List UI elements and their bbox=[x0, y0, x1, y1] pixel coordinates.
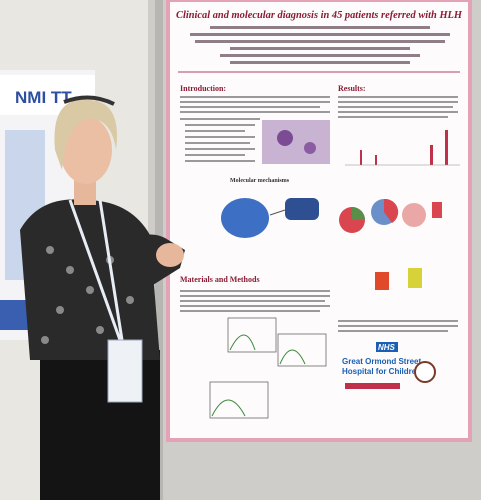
cell bbox=[277, 130, 293, 146]
cell-diagram bbox=[221, 198, 269, 238]
intro-heading: Introduction: bbox=[180, 84, 226, 93]
cell bbox=[304, 142, 316, 154]
patterned-top bbox=[20, 199, 160, 360]
poster-title: Clinical and molecular diagnosis in 45 p… bbox=[176, 9, 462, 21]
flow-curve bbox=[211, 399, 246, 417]
hair bbox=[54, 99, 117, 170]
flow-curve bbox=[279, 349, 306, 365]
side-sign-text: NMI TT bbox=[15, 88, 72, 107]
sunglasses bbox=[63, 95, 115, 106]
arrow bbox=[269, 209, 286, 216]
bar-chip bbox=[432, 202, 442, 218]
micrograph bbox=[262, 120, 330, 164]
pie bbox=[402, 203, 426, 227]
top-pattern bbox=[41, 246, 134, 344]
logo-line: Hospital for Children bbox=[342, 367, 421, 376]
mechanisms-heading: Molecular mechanisms bbox=[230, 178, 290, 184]
badge bbox=[107, 339, 143, 403]
pie-slice bbox=[384, 198, 399, 223]
logo-band bbox=[345, 383, 400, 389]
pie-slice bbox=[352, 207, 365, 220]
stacked-bar bbox=[408, 268, 422, 288]
face bbox=[60, 116, 112, 184]
seal bbox=[414, 361, 436, 383]
results-heading: Results: bbox=[338, 84, 366, 93]
nhs-box bbox=[376, 342, 398, 352]
text-lines bbox=[180, 96, 458, 332]
logo-line: Great Ormond Street bbox=[342, 357, 421, 366]
result-bars bbox=[360, 130, 448, 165]
cell-diagram bbox=[285, 198, 319, 220]
stacked-bar bbox=[375, 272, 389, 290]
methods-heading: Materials and Methods bbox=[180, 275, 260, 284]
author-lines bbox=[190, 26, 450, 64]
flow-plots bbox=[209, 317, 327, 419]
nhs-text: NHS bbox=[378, 343, 396, 352]
lanyard bbox=[68, 199, 124, 341]
hand bbox=[156, 243, 184, 267]
flow-curve bbox=[229, 334, 256, 351]
